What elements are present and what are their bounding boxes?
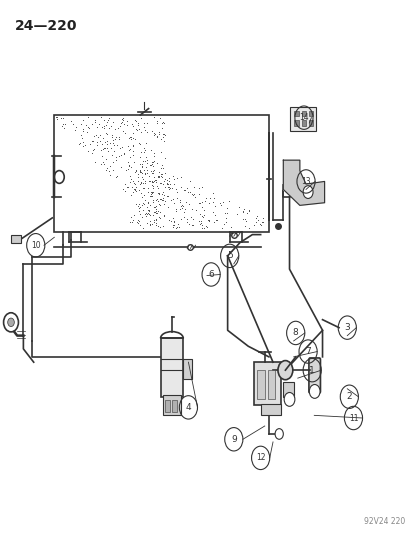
FancyBboxPatch shape [308,358,320,393]
Bar [267,370,274,399]
Bar [309,120,313,126]
Bar [11,235,21,243]
Text: 12: 12 [255,454,265,463]
Text: 10: 10 [31,241,40,250]
Bar [282,382,293,397]
Circle shape [309,384,319,398]
Circle shape [302,185,312,198]
Text: 5: 5 [226,252,232,260]
Bar [260,403,280,415]
Text: 4: 4 [185,403,191,412]
Polygon shape [282,160,324,205]
Text: 6: 6 [208,270,214,279]
Text: 8: 8 [292,328,298,337]
Bar [164,400,170,411]
Bar [301,111,305,116]
Text: 11: 11 [348,414,357,423]
Circle shape [283,392,294,406]
Circle shape [8,318,14,327]
Text: 24—220: 24—220 [15,19,78,33]
Text: 2: 2 [346,392,351,401]
Bar [294,111,298,116]
Bar [160,338,183,397]
Text: 3: 3 [344,323,349,332]
Text: 9: 9 [230,435,236,444]
Circle shape [277,361,292,379]
Bar [254,362,280,405]
Circle shape [4,313,19,332]
Text: 13: 13 [301,177,310,186]
Bar [162,395,181,415]
Text: 92V24 220: 92V24 220 [363,517,404,526]
Text: 14: 14 [299,113,308,122]
Bar [54,115,268,232]
Circle shape [274,429,282,439]
Bar [309,111,313,116]
Text: 1: 1 [309,366,314,375]
Bar [289,107,316,131]
Bar [257,370,264,399]
Bar [301,120,305,126]
Bar [294,120,298,126]
Bar [172,400,177,411]
Bar [183,359,191,379]
Text: 7: 7 [304,347,310,356]
